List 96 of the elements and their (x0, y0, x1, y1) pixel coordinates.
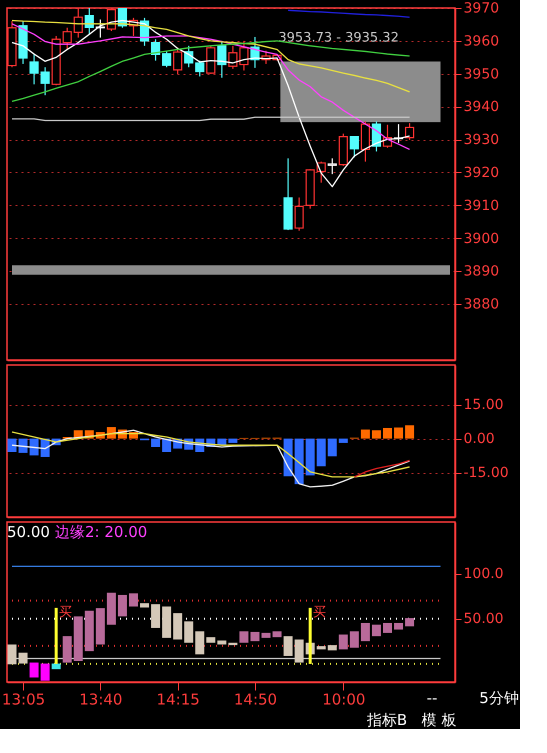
bar (308, 608, 312, 664)
y-tick-label: 3960 (464, 33, 500, 50)
y-tick-label: 3940 (464, 99, 500, 116)
y-tick-label: 3880 (464, 296, 500, 313)
bar (140, 603, 150, 608)
bar (217, 640, 226, 644)
line-series (11, 430, 410, 488)
line-series (11, 40, 410, 102)
bar (372, 430, 381, 439)
y-tick-label: 3930 (464, 132, 500, 148)
line-series (11, 431, 410, 478)
bar (306, 438, 315, 476)
bar (8, 644, 16, 664)
bar (394, 622, 404, 630)
y-tick-label: -15.00 (464, 465, 509, 482)
bar (284, 636, 293, 656)
bar (250, 632, 260, 642)
bar (118, 594, 127, 616)
y-tick-label: 15.00 (464, 397, 504, 414)
bar (184, 621, 194, 643)
bar (106, 592, 116, 625)
bar (228, 438, 238, 443)
y-tick-label: 3900 (464, 230, 500, 247)
bar (195, 631, 204, 654)
x-tick-label: 10:00 (322, 690, 366, 708)
y-tick-label: 3970 (464, 0, 500, 16)
candlestick (217, 40, 226, 78)
candlestick (228, 45, 238, 70)
candlestick (40, 66, 50, 96)
bar (272, 631, 282, 638)
bar (328, 438, 337, 456)
bar (206, 637, 216, 643)
bar (382, 428, 392, 439)
y-tick-label: 50.00 (464, 611, 504, 628)
annotation: 50.00 (7, 523, 50, 541)
bar (173, 613, 182, 640)
bar (338, 438, 348, 443)
candlestick (404, 122, 414, 141)
bar (84, 610, 94, 652)
bar (128, 593, 138, 607)
bar (96, 608, 105, 644)
bar (162, 606, 172, 638)
bar (54, 608, 58, 664)
candlestick (84, 8, 94, 35)
y-tick-label: 3890 (464, 264, 500, 280)
x-tick-label: 13:40 (79, 690, 122, 708)
bar (18, 652, 28, 664)
text: 模 板 (422, 711, 456, 729)
bar (338, 634, 348, 650)
candlestick (162, 50, 172, 68)
y-tick-label: 100.0 (464, 566, 504, 582)
bar (382, 622, 392, 633)
bar (217, 438, 226, 446)
bar (360, 622, 370, 642)
data-label: 买 (313, 604, 326, 619)
y-tick-label: 3920 (464, 164, 500, 181)
bar (18, 438, 28, 453)
bar (8, 438, 16, 452)
y-tick-label: 3910 (464, 198, 500, 214)
bar (350, 631, 359, 648)
bar (162, 438, 172, 452)
y-tick-label: 3950 (464, 66, 500, 82)
bar (74, 616, 83, 661)
annotation: 边缘2: 20.00 (55, 523, 148, 541)
band-label: 3953.73 - 3935.32 (278, 30, 399, 46)
bar (360, 430, 370, 439)
bar (30, 662, 39, 678)
bar (294, 640, 304, 663)
line-series (354, 460, 410, 478)
bar (62, 636, 72, 663)
text: 指标B (366, 711, 408, 729)
x-tick-label: 14:15 (156, 690, 200, 708)
bar (405, 618, 414, 626)
text: 5分钟 (479, 689, 519, 707)
bar (372, 624, 381, 636)
bar (151, 438, 160, 448)
y-tick-label: 0.00 (464, 431, 495, 448)
text: -- (426, 689, 438, 707)
bar (294, 438, 304, 484)
data-label: 买 (59, 604, 72, 619)
x-tick-label: 13:05 (2, 690, 46, 708)
bar (316, 438, 326, 466)
bar (405, 425, 414, 439)
bar (239, 631, 248, 643)
candlestick (350, 136, 359, 158)
bar (30, 438, 39, 456)
x-tick-label: 14:50 (234, 690, 278, 708)
bar (328, 645, 337, 650)
bar (394, 428, 404, 439)
bar (262, 632, 271, 638)
candlestick (29, 53, 39, 85)
line-series (287, 10, 410, 18)
bar (52, 664, 61, 670)
bar (316, 646, 326, 650)
bar (40, 664, 50, 681)
bar (151, 604, 160, 628)
